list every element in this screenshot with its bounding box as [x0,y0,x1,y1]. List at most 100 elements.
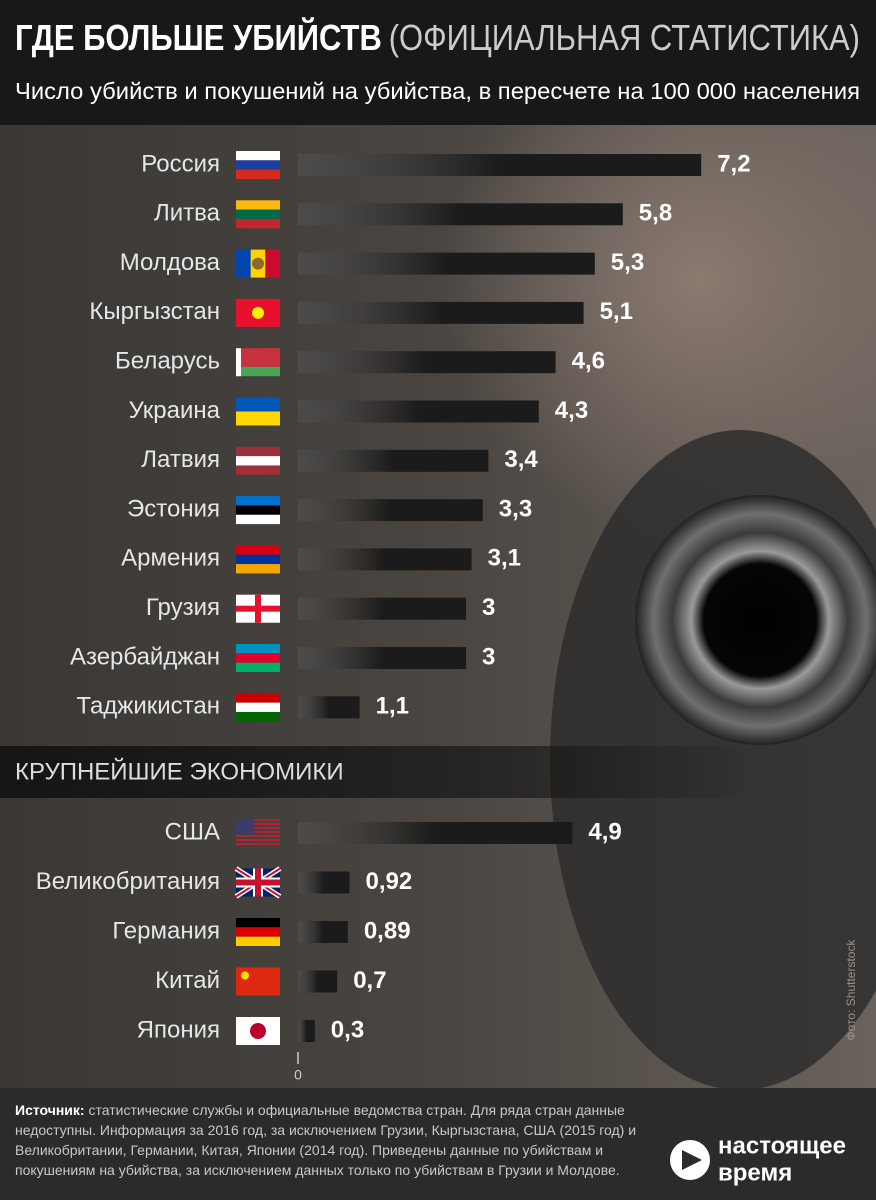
bar [298,203,623,226]
flag [236,819,280,845]
flag [236,693,280,722]
flag-part [252,306,264,319]
flag-part [236,209,280,219]
flag-part [241,971,249,980]
category-label: США [165,818,220,845]
flag-part [236,218,280,229]
flag-part [236,169,280,179]
bar [298,921,348,943]
flag-part [236,967,280,996]
bar [298,970,338,993]
value-label: 4,6 [572,348,605,375]
title-note: (ОФИЦИАЛЬНАЯ СТАТИСТИКА) [389,17,860,58]
flag [236,298,280,327]
flag [236,644,280,672]
bar [298,400,539,423]
bar [298,351,556,374]
flag-part [252,257,264,270]
category-label: Китай [155,967,220,994]
flag-part [236,545,280,555]
x-tick-label: 0 [294,1067,302,1083]
value-label: 0,89 [364,917,411,944]
flag-part [236,702,280,712]
flag-part [236,496,280,506]
value-label: 5,3 [611,249,644,276]
category-label: Япония [137,1016,220,1043]
flag-part [236,200,280,210]
value-label: 1,1 [376,693,409,720]
photo-muzzle [635,495,876,745]
bar [298,301,584,324]
flag-part [236,927,280,937]
value-label: 0,7 [353,967,386,994]
bar [298,696,360,719]
title-main: ГДЕ БОЛЬШЕ УБИЙСТВ [15,16,382,58]
footer-band [0,1088,876,1200]
flag-part [236,505,280,515]
flag-part [236,348,280,358]
header-band [0,0,876,125]
flag [236,496,280,525]
flag-part [236,456,280,466]
category-label: Россия [141,150,220,177]
flag-part [236,514,280,525]
flag-part [236,554,280,565]
category-label: Германия [112,917,220,944]
photo-face [440,20,876,540]
flag-part [236,446,280,457]
value-label: 4,3 [555,397,588,424]
value-label: 0,3 [331,1016,364,1043]
flag-part [236,653,280,663]
flag-part [236,605,280,612]
flag [236,397,280,426]
category-label: Молдова [120,249,221,276]
flag [236,967,280,996]
category-label: Грузия [146,594,220,621]
flag-part [236,843,280,845]
bar [298,449,489,472]
value-label: 3,4 [504,446,538,473]
value-label: 3,1 [488,545,521,572]
value-label: 3 [482,643,495,670]
flag-part [236,827,280,829]
category-label: Азербайджан [70,643,220,670]
flag [234,866,282,899]
flag-part [236,411,280,426]
value-label: 5,8 [639,200,672,227]
flag-part [236,711,280,722]
flag-part [236,249,251,278]
flag-part [236,564,280,574]
flag-part [236,839,280,841]
source-label: Источник: [15,1102,85,1118]
value-label: 3 [482,594,495,621]
flag-part [236,823,280,825]
value-label: 4,9 [588,818,621,845]
flag-part [236,160,280,170]
flag-part [236,366,280,377]
flag-part [236,693,280,703]
flag-part [236,835,280,837]
value-label: 7,2 [717,150,750,177]
flag [236,446,280,475]
bar [298,252,595,275]
logo-line: настоящее [718,1132,846,1159]
category-label: Латвия [141,446,220,473]
category-label: Украина [129,397,221,424]
flag [236,545,280,574]
flag-part [265,249,280,278]
photo-credit: Фото: Shutterstock [844,939,858,1041]
value-label: 3,3 [499,495,532,522]
flag-part [236,151,280,161]
flag-part [236,644,280,654]
flag-part [236,465,280,475]
source-text: статистические службы и официальные ведо… [15,1102,637,1178]
bar [298,548,472,571]
logo-line: время [718,1159,792,1186]
category-label: Кыргызстан [89,298,220,325]
flag [236,918,280,946]
source-note: Источник: статистические службы и официа… [15,1100,640,1180]
bar [298,822,573,844]
bar [298,871,350,894]
logo-arrow [682,1150,702,1170]
